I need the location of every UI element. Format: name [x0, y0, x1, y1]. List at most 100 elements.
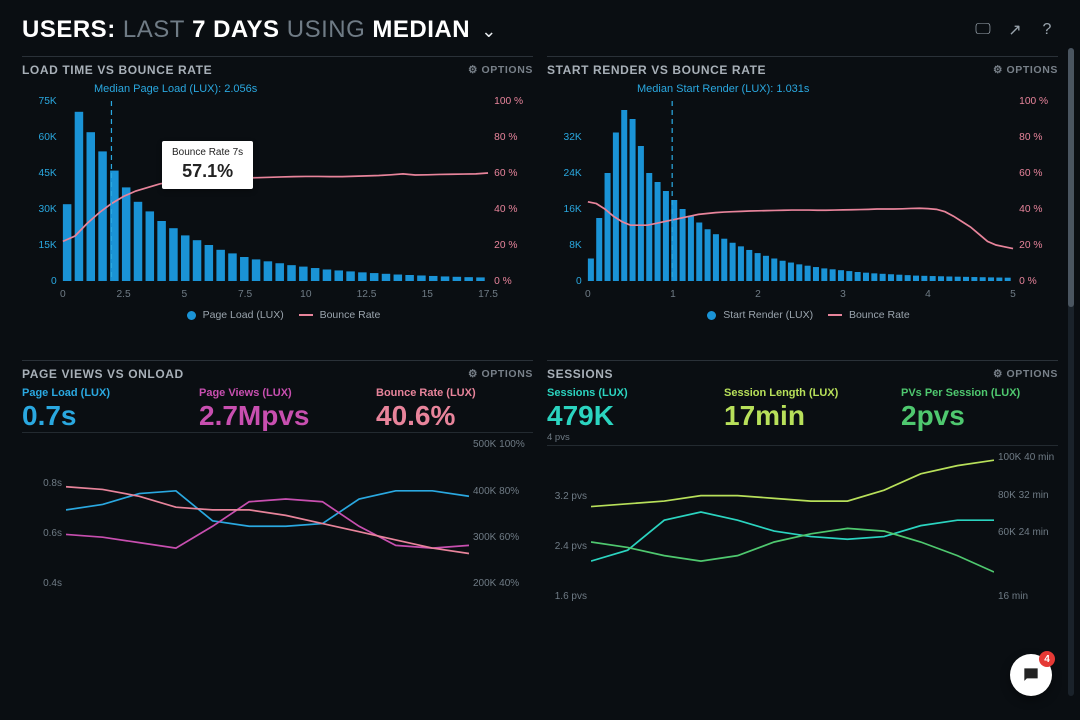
svg-text:3: 3 — [840, 289, 846, 300]
svg-text:0 %: 0 % — [494, 276, 512, 287]
options-button[interactable]: OPTIONS — [993, 368, 1058, 380]
metric-value: 2.7Mpvs — [199, 401, 356, 430]
svg-text:10: 10 — [300, 289, 312, 300]
svg-text:5: 5 — [182, 289, 188, 300]
svg-text:12.5: 12.5 — [357, 289, 377, 300]
metric-label: Page Load (LUX) — [22, 387, 179, 399]
metric-pageload: Page Load (LUX) 0.7s — [22, 387, 179, 430]
svg-text:60 %: 60 % — [494, 168, 517, 179]
metric-pageviews: Page Views (LUX) 2.7Mpvs — [199, 387, 356, 430]
svg-text:80 %: 80 % — [1019, 132, 1042, 143]
svg-text:32K: 32K — [564, 132, 582, 143]
metric-value: 40.6% — [376, 401, 533, 430]
panel-title: LOAD TIME VS BOUNCE RATE — [22, 63, 212, 77]
svg-text:1: 1 — [670, 289, 676, 300]
options-button[interactable]: OPTIONS — [468, 64, 533, 76]
svg-text:0: 0 — [576, 276, 582, 287]
sessions-chart: 3.2 pvs2.4 pvs1.6 pvs 100K 40 min80K 32 … — [547, 452, 1058, 622]
svg-text:16K: 16K — [564, 204, 582, 215]
panel-title: START RENDER VS BOUNCE RATE — [547, 63, 766, 77]
svg-text:7.5: 7.5 — [238, 289, 253, 300]
options-button[interactable]: OPTIONS — [993, 64, 1058, 76]
legend: Page Load (LUX) Bounce Rate — [22, 309, 533, 321]
svg-text:24K: 24K — [564, 168, 582, 179]
tooltip-value: 57.1% — [172, 161, 243, 183]
scrollbar[interactable] — [1068, 48, 1074, 696]
left-axis: 3.2 pvs2.4 pvs1.6 pvs — [547, 452, 587, 602]
page-title[interactable]: USERS: LAST 7 DAYS USING MEDIAN ⌄ — [22, 16, 497, 44]
legend-bar: Page Load (LUX) — [203, 309, 284, 321]
help-icon[interactable]: ? — [1036, 19, 1058, 41]
left-axis: 0.8s0.6s0.4s — [22, 439, 62, 589]
pageviews-chart: 0.8s0.6s0.4s 500K 100%400K 80%300K 60%20… — [22, 439, 533, 609]
svg-text:30K: 30K — [39, 204, 57, 215]
svg-text:0: 0 — [51, 276, 57, 287]
svg-text:20 %: 20 % — [494, 240, 517, 251]
metric-sub: 4 pvs — [547, 432, 704, 443]
svg-text:0 %: 0 % — [1019, 276, 1037, 287]
svg-text:2.5: 2.5 — [117, 289, 132, 300]
legend-swatch-bar — [187, 311, 196, 320]
svg-text:2: 2 — [755, 289, 761, 300]
metric-bounce: Bounce Rate (LUX) 40.6% — [376, 387, 533, 430]
svg-text:40 %: 40 % — [1019, 204, 1042, 215]
svg-text:60 %: 60 % — [1019, 168, 1042, 179]
svg-text:45K: 45K — [39, 168, 57, 179]
top-icons: 🖵 ↗ ? — [972, 19, 1058, 41]
title-median: MEDIAN — [372, 16, 470, 43]
svg-text:15K: 15K — [39, 240, 57, 251]
loadtime-chart: 75K60K45K30K15K0100 %80 %60 %40 %20 %0 %… — [22, 97, 533, 303]
display-icon[interactable]: 🖵 — [972, 19, 994, 41]
svg-text:20 %: 20 % — [1019, 240, 1042, 251]
legend-line: Bounce Rate — [320, 309, 381, 321]
tooltip: Bounce Rate 7s 57.1% — [162, 141, 253, 189]
svg-text:0: 0 — [585, 289, 591, 300]
title-prefix: USERS: — [22, 16, 116, 43]
panel-loadtime: LOAD TIME VS BOUNCE RATE OPTIONS Median … — [22, 56, 533, 346]
svg-text:40 %: 40 % — [494, 204, 517, 215]
panel-sessions: SESSIONS OPTIONS Sessions (LUX) 479K 4 p… — [547, 360, 1058, 650]
chat-icon — [1021, 665, 1041, 685]
chevron-down-icon[interactable]: ⌄ — [481, 21, 497, 41]
svg-text:80 %: 80 % — [494, 132, 517, 143]
metric-sessions: Sessions (LUX) 479K 4 pvs — [547, 387, 704, 443]
median-hint: Median Page Load (LUX): 2.056s — [94, 83, 533, 95]
metric-sessionlength: Session Length (LUX) 17min — [724, 387, 881, 443]
dashboard: USERS: LAST 7 DAYS USING MEDIAN ⌄ 🖵 ↗ ? … — [0, 0, 1080, 666]
metric-label: Bounce Rate (LUX) — [376, 387, 533, 399]
svg-text:8K: 8K — [569, 240, 582, 251]
svg-text:100 %: 100 % — [1019, 97, 1048, 107]
svg-text:75K: 75K — [39, 97, 57, 107]
legend-swatch-line — [828, 314, 842, 316]
chat-badge: 4 — [1039, 651, 1055, 667]
title-span2: USING — [287, 16, 366, 43]
metrics-row: Page Load (LUX) 0.7s Page Views (LUX) 2.… — [22, 387, 533, 433]
svg-text:15: 15 — [422, 289, 434, 300]
panel-startrender: START RENDER VS BOUNCE RATE OPTIONS Medi… — [547, 56, 1058, 346]
startrender-chart: 32K 24K 16K 8K 0 100 % 80 % 60 % 40 % 20 % 0 % 0 1 2 3… — [547, 97, 1058, 303]
metric-label: Page Views (LUX) — [199, 387, 356, 399]
metric-value: 0.7s — [22, 401, 179, 430]
median-hint: Median Start Render (LUX): 1.031s — [637, 83, 1058, 95]
legend: Start Render (LUX) Bounce Rate — [547, 309, 1058, 321]
svg-text:17.5: 17.5 — [478, 289, 498, 300]
svg-text:60K: 60K — [39, 132, 57, 143]
panel-title: PAGE VIEWS VS ONLOAD — [22, 367, 184, 381]
metric-label: PVs Per Session (LUX) — [901, 387, 1058, 399]
chat-button[interactable]: 4 — [1010, 654, 1052, 696]
options-button[interactable]: OPTIONS — [468, 368, 533, 380]
topbar: USERS: LAST 7 DAYS USING MEDIAN ⌄ 🖵 ↗ ? — [22, 16, 1058, 44]
metric-value: 479K — [547, 401, 704, 430]
panel-grid: LOAD TIME VS BOUNCE RATE OPTIONS Median … — [22, 56, 1058, 650]
right-axis: 500K 100%400K 80%300K 60%200K 40% — [473, 439, 533, 589]
metric-label: Session Length (LUX) — [724, 387, 881, 399]
scrollbar-thumb[interactable] — [1068, 48, 1074, 307]
share-icon[interactable]: ↗ — [1004, 19, 1026, 41]
legend-swatch-bar — [707, 311, 716, 320]
metric-value: 17min — [724, 401, 881, 430]
svg-text:5: 5 — [1010, 289, 1016, 300]
right-axis: 100K 40 min80K 32 min60K 24 min16 min — [998, 452, 1058, 602]
metric-value: 2pvs — [901, 401, 1058, 430]
panel-pageviews: PAGE VIEWS VS ONLOAD OPTIONS Page Load (… — [22, 360, 533, 650]
tooltip-label: Bounce Rate 7s — [172, 147, 243, 158]
